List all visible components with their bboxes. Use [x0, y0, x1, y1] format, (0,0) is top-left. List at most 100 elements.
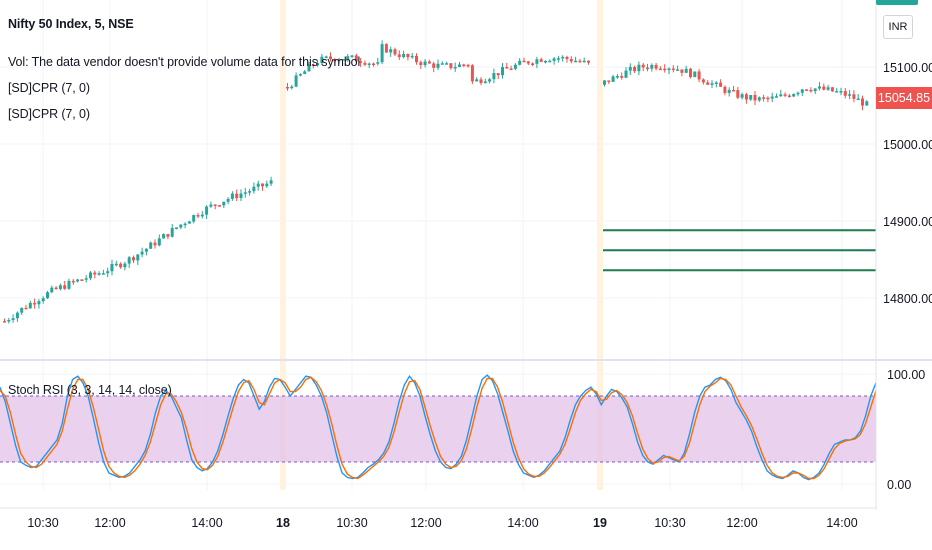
candle-body[interactable]	[453, 67, 457, 69]
candle-body[interactable]	[843, 91, 847, 96]
candle-body[interactable]	[380, 44, 384, 63]
candle-body[interactable]	[501, 67, 504, 76]
candle-body[interactable]	[865, 101, 869, 106]
candle-body[interactable]	[213, 204, 217, 207]
candle-body[interactable]	[7, 320, 11, 322]
candle-body[interactable]	[607, 80, 611, 82]
candle-body[interactable]	[753, 94, 757, 101]
candle-body[interactable]	[218, 205, 221, 207]
candle-body[interactable]	[337, 59, 341, 62]
candle-body[interactable]	[363, 62, 367, 65]
candle-body[interactable]	[20, 307, 24, 313]
candle-body[interactable]	[813, 88, 817, 92]
candle-body[interactable]	[701, 79, 705, 83]
candle-body[interactable]	[97, 273, 101, 275]
candle-body[interactable]	[727, 89, 731, 93]
candle-body[interactable]	[76, 279, 80, 282]
candle-body[interactable]	[483, 81, 487, 84]
candle-body[interactable]	[805, 89, 809, 91]
candle-body[interactable]	[676, 69, 680, 71]
candle-body[interactable]	[650, 64, 654, 69]
candle-body[interactable]	[179, 224, 183, 228]
candle-body[interactable]	[787, 95, 791, 98]
candle-body[interactable]	[611, 76, 615, 82]
candle-body[interactable]	[101, 273, 105, 275]
candle-body[interactable]	[341, 59, 345, 61]
candle-body[interactable]	[423, 61, 427, 66]
candle-body[interactable]	[861, 98, 864, 106]
candle-body[interactable]	[835, 91, 839, 93]
candle-body[interactable]	[80, 279, 84, 281]
candle-body[interactable]	[119, 263, 123, 268]
candle-body[interactable]	[792, 94, 796, 97]
candle-body[interactable]	[671, 68, 675, 71]
candle-body[interactable]	[436, 63, 440, 68]
candle-body[interactable]	[513, 64, 517, 69]
candle-body[interactable]	[3, 321, 6, 323]
candle-body[interactable]	[680, 69, 684, 73]
candle-body[interactable]	[157, 238, 161, 246]
candle-body[interactable]	[822, 86, 826, 90]
legend-volume[interactable]: Vol: The data vendor doesn't provide vol…	[8, 55, 361, 69]
candle-body[interactable]	[637, 64, 641, 72]
candle-body[interactable]	[565, 56, 569, 60]
legend-symbol[interactable]: Nifty 50 Index, 5, NSE	[8, 17, 134, 31]
candle-body[interactable]	[783, 94, 787, 96]
candle-body[interactable]	[531, 63, 535, 65]
candle-body[interactable]	[37, 301, 41, 305]
candle-body[interactable]	[654, 64, 658, 69]
candle-body[interactable]	[205, 206, 209, 215]
candle-body[interactable]	[346, 56, 350, 60]
candle-body[interactable]	[603, 80, 606, 85]
candle-body[interactable]	[427, 61, 431, 64]
candle-body[interactable]	[706, 82, 710, 85]
candle-body[interactable]	[548, 60, 552, 63]
candle-body[interactable]	[449, 63, 453, 69]
legend-cpr-2[interactable]: [SD]CPR (7, 0)	[8, 107, 90, 121]
candle-body[interactable]	[294, 75, 298, 87]
candle-body[interactable]	[714, 82, 718, 85]
candle-body[interactable]	[462, 64, 466, 66]
candle-body[interactable]	[136, 254, 140, 261]
candle-body[interactable]	[226, 198, 230, 202]
stoch-line-1[interactable]	[0, 376, 877, 480]
candle-body[interactable]	[646, 67, 649, 70]
candle-body[interactable]	[732, 89, 735, 92]
candle-body[interactable]	[324, 56, 328, 58]
legend-stoch-rsi[interactable]: Stoch RSI (3, 3, 14, 14, close)	[8, 383, 172, 397]
candle-body[interactable]	[518, 60, 522, 65]
candle-body[interactable]	[582, 60, 586, 63]
candle-body[interactable]	[132, 257, 135, 261]
candle-body[interactable]	[736, 90, 740, 98]
candle-body[interactable]	[290, 86, 294, 89]
candle-body[interactable]	[269, 180, 273, 184]
stoch-line-0[interactable]	[0, 374, 877, 481]
candle-body[interactable]	[757, 97, 761, 101]
candle-body[interactable]	[539, 59, 543, 62]
candle-body[interactable]	[658, 68, 662, 71]
candle-body[interactable]	[110, 263, 114, 272]
candle-body[interactable]	[372, 63, 375, 66]
candle-body[interactable]	[710, 83, 714, 85]
candle-body[interactable]	[153, 242, 157, 246]
candle-body[interactable]	[556, 58, 560, 60]
candle-body[interactable]	[359, 61, 363, 63]
candle-body[interactable]	[41, 298, 45, 302]
candle-body[interactable]	[762, 97, 766, 99]
candle-body[interactable]	[316, 63, 320, 66]
candle-body[interactable]	[298, 74, 302, 76]
candle-body[interactable]	[367, 63, 371, 66]
candle-body[interactable]	[354, 55, 358, 62]
candle-body[interactable]	[535, 59, 539, 64]
candle-body[interactable]	[419, 62, 423, 66]
candle-body[interactable]	[693, 71, 697, 78]
candle-body[interactable]	[620, 76, 624, 78]
candle-body[interactable]	[496, 73, 500, 76]
candle-body[interactable]	[402, 53, 406, 58]
candle-body[interactable]	[458, 64, 461, 68]
candle-body[interactable]	[239, 193, 243, 199]
candle-body[interactable]	[170, 227, 174, 237]
candle-body[interactable]	[248, 191, 252, 193]
candle-body[interactable]	[89, 272, 92, 279]
stoch-rsi-pane[interactable]	[0, 374, 877, 481]
